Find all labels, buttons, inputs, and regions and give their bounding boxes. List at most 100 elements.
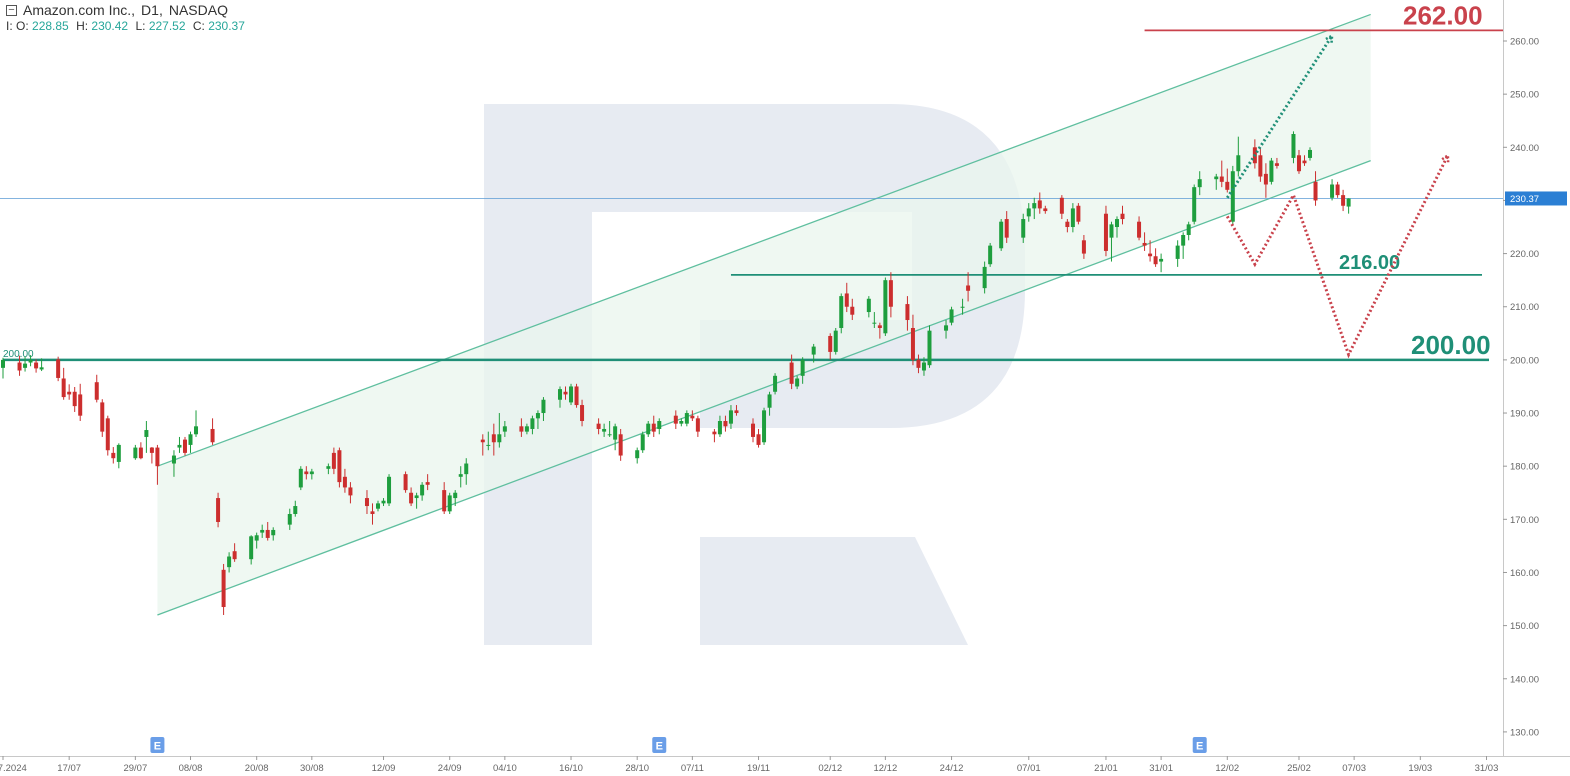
candle-body	[717, 421, 722, 435]
candle-body	[425, 482, 430, 485]
candle	[1081, 234, 1086, 259]
x-tick-label: 31/03	[1475, 763, 1499, 774]
candle-body	[298, 468, 303, 488]
candle-body	[1076, 205, 1081, 222]
candle-body	[646, 423, 651, 435]
candle-body	[1120, 213, 1125, 220]
x-tick-label: 20/08	[245, 763, 269, 774]
forecast-arrows[interactable]	[1225, 33, 1450, 359]
candle-body	[905, 304, 910, 321]
candle	[580, 399, 585, 427]
candle	[144, 421, 149, 453]
collapse-icon[interactable]: −	[6, 4, 17, 16]
candle	[56, 356, 61, 382]
price-levels[interactable]: 262.00 216.00 200.00 200.00	[0, 0, 1503, 362]
candle-body	[1214, 176, 1219, 180]
candle-body	[679, 421, 684, 424]
candle	[1159, 253, 1164, 273]
candle-body	[155, 447, 160, 467]
candle-body	[337, 450, 342, 483]
candle-body	[789, 362, 794, 384]
candle-body	[640, 434, 645, 451]
candle	[34, 359, 39, 373]
y-tick-label: 160.00	[1510, 568, 1539, 579]
candle-body	[1258, 155, 1263, 177]
candle	[216, 492, 221, 528]
candle	[265, 521, 270, 541]
candle	[982, 261, 987, 294]
candle-body	[1021, 219, 1026, 238]
x-tick-label: 29/07	[123, 763, 147, 774]
candle-body	[271, 529, 276, 536]
candle	[1313, 171, 1318, 206]
candle-body	[370, 511, 375, 515]
candle	[61, 367, 66, 400]
trend-channel[interactable]	[157, 13, 1371, 616]
candle-body	[1186, 224, 1191, 235]
candle-body	[387, 476, 392, 504]
candle	[1192, 184, 1197, 225]
candle	[1274, 157, 1279, 169]
candle-body	[497, 434, 502, 443]
candle-body	[960, 306, 965, 308]
candle	[949, 306, 954, 326]
x-tick-label: 07/11	[681, 763, 704, 774]
candle	[442, 482, 447, 515]
candle	[304, 466, 309, 480]
candle-body	[100, 402, 105, 432]
candle-body	[844, 293, 849, 307]
candle	[447, 492, 452, 515]
y-tick-label: 210.00	[1510, 302, 1539, 313]
x-tick-label: 12/09	[372, 763, 396, 774]
exchange: NASDAQ	[168, 2, 228, 18]
candle	[640, 431, 645, 453]
candle-body	[194, 426, 199, 435]
candle	[635, 447, 640, 464]
candle	[756, 428, 761, 448]
candle-body	[762, 410, 767, 443]
earnings-marker-label: E	[656, 741, 663, 753]
x-tick-label: 07/03	[1342, 763, 1366, 774]
candle	[988, 242, 993, 267]
candle	[1043, 205, 1048, 214]
candle-body	[580, 405, 585, 422]
candle	[1269, 157, 1274, 185]
candle-body	[210, 428, 215, 443]
x-tick-label: 28/10	[625, 763, 649, 774]
candle	[1346, 198, 1351, 214]
candle	[535, 410, 540, 429]
candle	[839, 293, 844, 334]
last-price-tag	[1505, 191, 1567, 206]
candle-body	[144, 430, 149, 437]
symbol-name: Amazon.com Inc.,	[23, 2, 136, 18]
x-tick-label: 24/09	[438, 763, 462, 774]
y-tick-label: 190.00	[1510, 409, 1539, 420]
candle	[519, 418, 524, 437]
candle	[1114, 216, 1119, 238]
candle	[271, 527, 276, 541]
candle-body	[1291, 134, 1296, 158]
candle	[376, 500, 381, 512]
candle-body	[177, 444, 182, 448]
candle-body	[78, 394, 83, 416]
candle	[364, 490, 369, 515]
candle	[403, 471, 408, 493]
candle	[1037, 192, 1042, 214]
candle-body	[1159, 258, 1164, 262]
y-tick-label: 200.00	[1510, 355, 1539, 366]
candle	[232, 543, 237, 562]
x-tick-label: 17/07	[57, 763, 81, 774]
candle-body	[1263, 173, 1268, 185]
candle	[1032, 197, 1037, 220]
candle-body	[988, 245, 993, 265]
candle	[1153, 248, 1158, 267]
candle	[210, 418, 215, 445]
candle	[944, 320, 949, 339]
candle-body	[464, 463, 469, 475]
candle-body	[1137, 221, 1142, 238]
candle	[1335, 181, 1340, 198]
candle	[94, 374, 99, 403]
candle-body	[1043, 208, 1048, 212]
